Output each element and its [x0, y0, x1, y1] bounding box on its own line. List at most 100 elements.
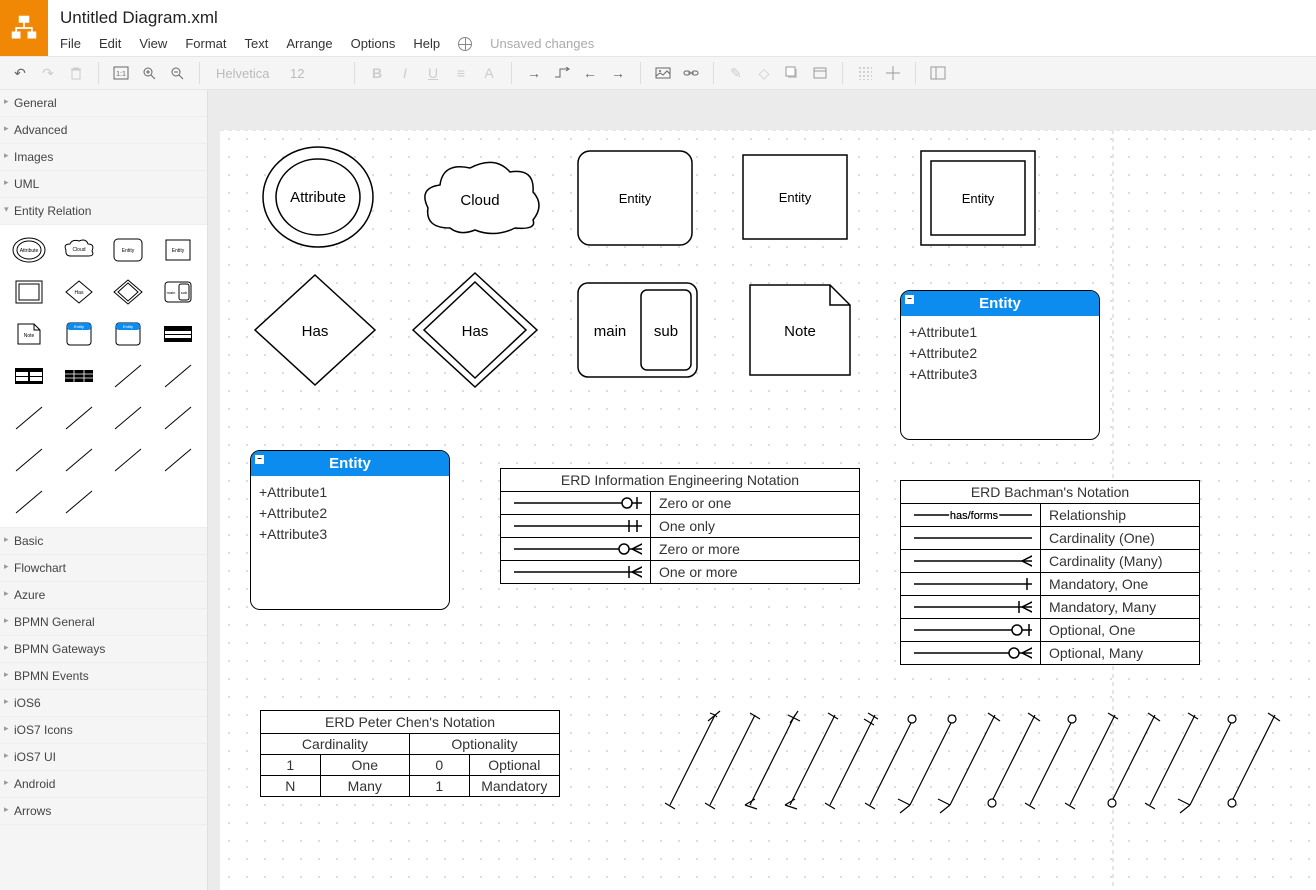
shape-attribute[interactable]: Attribute	[258, 142, 378, 252]
shape-entity-double[interactable]: Entity	[918, 148, 1038, 248]
sidebar-group-advanced[interactable]: Advanced	[0, 117, 207, 144]
menu-format[interactable]: Format	[185, 36, 226, 51]
shape-entity-table-2[interactable]: −Entity +Attribute1 +Attribute2 +Attribu…	[250, 450, 450, 610]
palette-line-1[interactable]	[106, 357, 152, 395]
font-color-button[interactable]: A	[477, 61, 501, 85]
waypoint-button[interactable]	[550, 61, 574, 85]
palette-has-double-diamond[interactable]	[106, 273, 152, 311]
shape-entity-rounded[interactable]: Entity	[575, 148, 695, 248]
menu-text[interactable]: Text	[244, 36, 268, 51]
chen-header: Optionality	[410, 734, 559, 755]
fill-color-button[interactable]: ◇	[752, 61, 776, 85]
actual-size-button[interactable]: 1:1	[109, 61, 133, 85]
shape-main-sub[interactable]: mainsub	[575, 280, 700, 380]
palette-table-black[interactable]	[155, 315, 201, 353]
sidebar-group-bpmn-general[interactable]: BPMN General	[0, 609, 207, 636]
palette-line-8[interactable]	[56, 441, 102, 479]
entity-attr: +Attribute1	[909, 322, 1091, 343]
sidebar-group-ios7-ui[interactable]: iOS7 UI	[0, 744, 207, 771]
line-color-button[interactable]: ✎	[724, 61, 748, 85]
shadow-button[interactable]	[780, 61, 804, 85]
shape-note[interactable]: Note	[745, 280, 855, 380]
shape-connector-lines[interactable]	[640, 705, 1300, 825]
palette-line-12[interactable]	[56, 483, 102, 521]
shape-entity-table-1[interactable]: −Entity +Attribute1 +Attribute2 +Attribu…	[900, 290, 1100, 440]
sidebar-group-entity-relation[interactable]: Entity Relation	[0, 198, 207, 225]
palette-line-9[interactable]	[106, 441, 152, 479]
palette-entity-table-blue[interactable]: Entity	[56, 315, 102, 353]
zoom-in-button[interactable]	[137, 61, 161, 85]
underline-button[interactable]: U	[421, 61, 445, 85]
zoom-out-button[interactable]	[165, 61, 189, 85]
language-icon[interactable]	[458, 37, 472, 51]
menu-view[interactable]: View	[139, 36, 167, 51]
shape-has-double-diamond[interactable]: Has	[410, 270, 540, 390]
svg-text:1:1: 1:1	[116, 71, 126, 78]
shape-cloud[interactable]: Cloud	[415, 150, 545, 245]
insert-link-button[interactable]	[679, 61, 703, 85]
palette-table-black-3[interactable]	[56, 357, 102, 395]
guides-toggle-button[interactable]	[881, 61, 905, 85]
connection-button[interactable]: →	[522, 61, 546, 85]
palette-attribute[interactable]: Attribute	[6, 231, 52, 269]
menu-arrange[interactable]: Arrange	[286, 36, 332, 51]
sidebar-group-android[interactable]: Android	[0, 771, 207, 798]
palette-line-4[interactable]	[56, 399, 102, 437]
app-logo[interactable]	[0, 0, 48, 56]
insert-image-button[interactable]	[651, 61, 675, 85]
palette-table-black-2[interactable]	[6, 357, 52, 395]
align-button[interactable]: ≡	[449, 61, 473, 85]
sidebar-group-arrows[interactable]: Arrows	[0, 798, 207, 825]
sidebar-group-azure[interactable]: Azure	[0, 582, 207, 609]
font-size-input[interactable]: 12	[284, 66, 344, 81]
line-start-button[interactable]: ←	[578, 61, 602, 85]
delete-button[interactable]	[64, 61, 88, 85]
palette-entity-square[interactable]: Entity	[155, 231, 201, 269]
sidebar-group-ios6[interactable]: iOS6	[0, 690, 207, 717]
palette-entity-table-blue-2[interactable]: Entity	[106, 315, 152, 353]
palette-line-5[interactable]	[106, 399, 152, 437]
shape-chen-notation-table[interactable]: ERD Peter Chen's Notation Cardinality Op…	[260, 710, 560, 797]
palette-line-10[interactable]	[155, 441, 201, 479]
sidebar-group-general[interactable]: General	[0, 90, 207, 117]
line-end-button[interactable]: →	[606, 61, 630, 85]
document-title[interactable]: Untitled Diagram.xml	[60, 0, 1316, 28]
sidebar-group-images[interactable]: Images	[0, 144, 207, 171]
sidebar-group-basic[interactable]: Basic	[0, 528, 207, 555]
palette-line-3[interactable]	[6, 399, 52, 437]
palette-line-11[interactable]	[6, 483, 52, 521]
palette-entity-rounded[interactable]: Entity	[106, 231, 152, 269]
menu-options[interactable]: Options	[351, 36, 396, 51]
sidebar-group-flowchart[interactable]: Flowchart	[0, 555, 207, 582]
shape-bachman-notation-table[interactable]: ERD Bachman's Notation has/formshas/form…	[900, 480, 1200, 665]
sidebar-group-uml[interactable]: UML	[0, 171, 207, 198]
redo-button[interactable]: ↷	[36, 61, 60, 85]
font-family-select[interactable]: Helvetica	[210, 66, 280, 81]
shape-entity-square[interactable]: Entity	[740, 152, 850, 242]
outline-toggle-button[interactable]	[926, 61, 950, 85]
bold-button[interactable]: B	[365, 61, 389, 85]
palette-line-2[interactable]	[155, 357, 201, 395]
italic-button[interactable]: I	[393, 61, 417, 85]
menu-file[interactable]: File	[60, 36, 81, 51]
canvas-area[interactable]: Attribute Cloud Entity Entity Entity Has…	[208, 90, 1316, 890]
palette-has-diamond[interactable]: Has	[56, 273, 102, 311]
sidebar-group-bpmn-gateways[interactable]: BPMN Gateways	[0, 636, 207, 663]
undo-button[interactable]: ↶	[8, 61, 32, 85]
shape-ie-notation-table[interactable]: ERD Information Engineering Notation Zer…	[500, 468, 860, 584]
svg-text:Entity: Entity	[779, 190, 812, 205]
palette-cloud[interactable]: Cloud	[56, 231, 102, 269]
grid-toggle-button[interactable]	[853, 61, 877, 85]
palette-line-6[interactable]	[155, 399, 201, 437]
palette-line-7[interactable]	[6, 441, 52, 479]
container-button[interactable]	[808, 61, 832, 85]
sidebar-group-bpmn-events[interactable]: BPMN Events	[0, 663, 207, 690]
menu-edit[interactable]: Edit	[99, 36, 121, 51]
svg-text:main: main	[167, 290, 176, 295]
menu-help[interactable]: Help	[413, 36, 440, 51]
palette-entity-double[interactable]	[6, 273, 52, 311]
palette-note[interactable]: Note	[6, 315, 52, 353]
shape-has-diamond[interactable]: Has	[250, 270, 380, 390]
palette-main-sub[interactable]: mainsub	[155, 273, 201, 311]
sidebar-group-ios7-icons[interactable]: iOS7 Icons	[0, 717, 207, 744]
